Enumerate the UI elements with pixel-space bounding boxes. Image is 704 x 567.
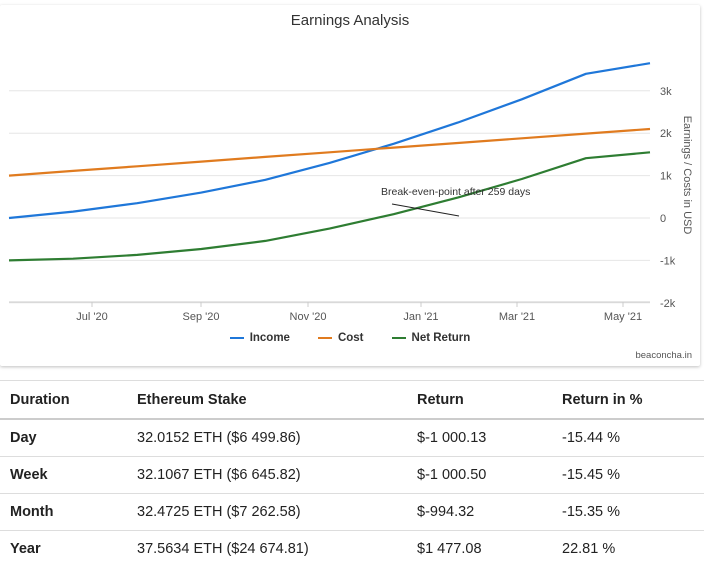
- cell-return: $-1 000.13: [407, 419, 552, 457]
- header-ethereum-stake: Ethereum Stake: [127, 381, 407, 420]
- legend-label-cost: Cost: [338, 332, 364, 344]
- credit-link[interactable]: beaconcha.in: [635, 350, 692, 361]
- y-tick-label: 3k: [660, 86, 672, 98]
- cell-return: $-994.32: [407, 494, 552, 531]
- header-duration: Duration: [0, 381, 127, 420]
- table-row: Day 32.0152 ETH ($6 499.86) $-1 000.13 -…: [0, 419, 704, 457]
- series-line-income: [9, 63, 650, 218]
- y-axis-label: Earnings / Costs in USD: [681, 116, 693, 235]
- x-tick-label: Sep '20: [183, 311, 220, 323]
- x-tick-label: Jan '21: [403, 311, 438, 323]
- y-tick-label: -2k: [660, 298, 676, 310]
- table-header-row: Duration Ethereum Stake Return Return in…: [0, 381, 704, 420]
- cell-return-percent: 22.81 %: [552, 531, 704, 567]
- legend-item-cost[interactable]: Cost: [318, 332, 364, 344]
- cell-duration: Week: [0, 457, 127, 494]
- cell-duration: Year: [0, 531, 127, 567]
- cell-stake: 32.1067 ETH ($6 645.82): [127, 457, 407, 494]
- cell-return: $1 477.08: [407, 531, 552, 567]
- y-tick-label: -1k: [660, 255, 676, 267]
- table-row: Year 37.5634 ETH ($24 674.81) $1 477.08 …: [0, 531, 704, 567]
- cell-duration: Day: [0, 419, 127, 457]
- x-tick-label: Nov '20: [290, 311, 327, 323]
- legend-swatch-cost: [318, 337, 332, 339]
- legend-item-income[interactable]: Income: [230, 332, 290, 344]
- chart-legend: Income Cost Net Return: [0, 332, 700, 344]
- legend-label-income: Income: [250, 332, 290, 344]
- x-tick-label: Jul '20: [76, 311, 107, 323]
- y-tick-label: 2k: [660, 128, 672, 140]
- cell-duration: Month: [0, 494, 127, 531]
- legend-label-net-return: Net Return: [412, 332, 471, 344]
- cell-return-percent: -15.44 %: [552, 419, 704, 457]
- table-row: Week 32.1067 ETH ($6 645.82) $-1 000.50 …: [0, 457, 704, 494]
- cell-return-percent: -15.35 %: [552, 494, 704, 531]
- cell-return: $-1 000.50: [407, 457, 552, 494]
- earnings-line-chart: 3k 2k 1k 0 -1k -2k Jul '20 Sep '20 Nov '20 Jan '2…: [0, 5, 700, 366]
- y-tick-label: 0: [660, 213, 666, 225]
- cell-stake: 37.5634 ETH ($24 674.81): [127, 531, 407, 567]
- header-return: Return: [407, 381, 552, 420]
- cell-stake: 32.4725 ETH ($7 262.58): [127, 494, 407, 531]
- legend-swatch-net-return: [392, 337, 406, 339]
- y-tick-label: 1k: [660, 171, 672, 183]
- header-return-percent: Return in %: [552, 381, 704, 420]
- cell-return-percent: -15.45 %: [552, 457, 704, 494]
- legend-item-net-return[interactable]: Net Return: [392, 332, 471, 344]
- cell-stake: 32.0152 ETH ($6 499.86): [127, 419, 407, 457]
- legend-swatch-income: [230, 337, 244, 339]
- annotation-break-even: Break-even-point after 259 days: [381, 186, 530, 198]
- table-row: Month 32.4725 ETH ($7 262.58) $-994.32 -…: [0, 494, 704, 531]
- returns-table: Duration Ethereum Stake Return Return in…: [0, 380, 704, 567]
- x-tick-label: May '21: [604, 311, 642, 323]
- x-tick-label: Mar '21: [499, 311, 535, 323]
